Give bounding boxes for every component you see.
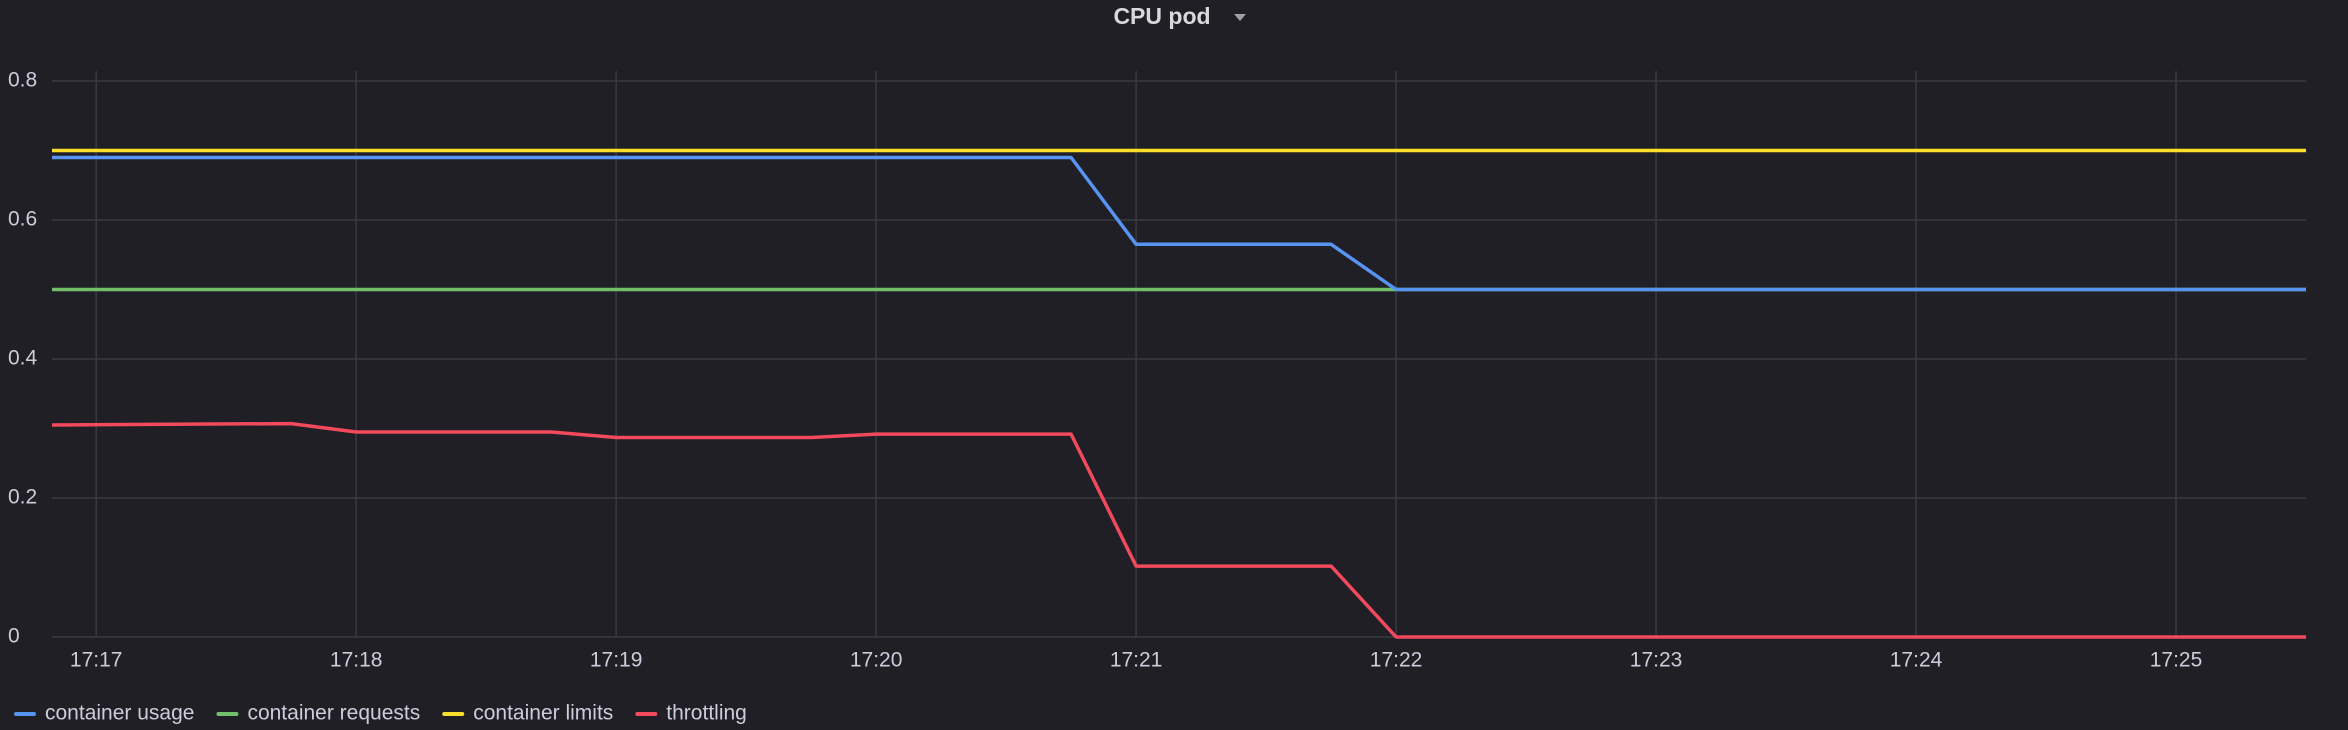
series-line: [51, 421, 2306, 639]
y-tick-label: 0.2: [8, 486, 37, 509]
chart-title[interactable]: CPU pod: [1113, 3, 1210, 29]
series-line: [52, 155, 2306, 292]
x-tick-label: 17:24: [1890, 649, 1943, 672]
title-menu-caret[interactable]: [1234, 14, 1246, 21]
legend-label[interactable]: container limits: [473, 702, 613, 725]
x-tick-label: 17:20: [850, 649, 903, 672]
x-tick-label: 17:21: [1110, 649, 1163, 672]
x-tick-label: 17:25: [2150, 649, 2203, 672]
legend-swatch[interactable]: [635, 712, 658, 716]
y-tick-label: 0: [8, 625, 20, 648]
x-tick-label: 17:23: [1630, 649, 1683, 672]
y-tick-label: 0.6: [8, 208, 37, 231]
legend-label[interactable]: container requests: [247, 702, 420, 725]
y-tick-label: 0.4: [8, 347, 38, 370]
legend-swatch[interactable]: [14, 712, 36, 716]
x-tick-label: 17:17: [70, 649, 123, 672]
y-tick-label: 0.8: [8, 69, 37, 92]
x-tick-label: 17:18: [330, 649, 383, 672]
x-tick-label: 17:22: [1370, 649, 1423, 672]
legend-label[interactable]: throttling: [666, 702, 747, 725]
legend-swatch[interactable]: [216, 712, 239, 716]
legend-label[interactable]: container usage: [45, 702, 194, 725]
legend-swatch[interactable]: [442, 712, 465, 716]
x-tick-label: 17:19: [590, 649, 643, 672]
